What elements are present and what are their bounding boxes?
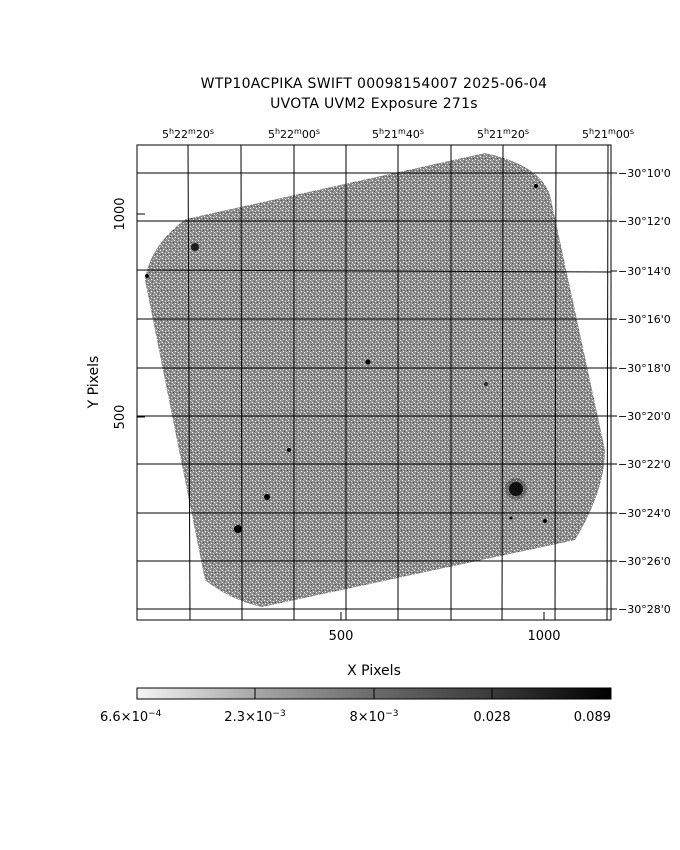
dec-tick-label: −30°14'0 <box>618 265 671 278</box>
y-tick-label: 1000 <box>113 197 128 230</box>
colorbar-label: 8×10−3 <box>350 709 399 725</box>
ra-tick-labels: 5h22m20s 5h22m00s 5h21m40s 5h21m20s 5h21m00s <box>162 127 634 142</box>
exposure-region <box>145 153 605 607</box>
bright-sources <box>145 184 547 533</box>
colorbar-ticks <box>254 688 493 699</box>
dec-tick-label: −30°20'0 <box>618 410 671 423</box>
colorbar-label: 0.028 <box>473 710 510 725</box>
plot-subtitle: UVOTA UVM2 Exposure 271s <box>270 96 478 112</box>
ra-tick-label: 5h21m40s <box>372 127 424 142</box>
ra-tick-label: 5h22m00s <box>268 127 320 142</box>
dec-tick-labels: −30°10'0 −30°12'0 −30°14'0 −30°16'0 −30°18'0… <box>611 167 671 616</box>
x-axis-label: X Pixels <box>347 663 401 679</box>
dec-tick-label: −30°10'0 <box>618 167 671 180</box>
y-axis-label: Y Pixels <box>86 356 102 410</box>
dec-tick-label: −30°16'0 <box>618 313 671 326</box>
ra-tick-label: 5h21m00s <box>582 127 634 142</box>
wcs-grid <box>136 144 612 621</box>
dec-tick-label: −30°28'0 <box>618 603 671 616</box>
ra-tick-label: 5h22m20s <box>162 127 214 142</box>
x-tick-label: 500 <box>329 629 354 644</box>
dec-tick-label: −30°18'0 <box>618 362 671 375</box>
y-tick-label: 500 <box>113 405 128 430</box>
ra-tick-label: 5h21m20s <box>477 127 529 142</box>
colorbar-labels: 6.6×10−4 2.3×10−3 8×10−3 0.028 0.089 <box>100 709 611 725</box>
colorbar-label: 6.6×10−4 <box>100 709 162 725</box>
colorbar-label: 0.089 <box>574 710 611 725</box>
dec-tick-label: −30°26'0 <box>618 555 671 568</box>
plot-title: WTP10ACPIKA SWIFT 00098154007 2025-06-04 <box>200 76 548 92</box>
colorbar-label: 2.3×10−3 <box>224 709 285 725</box>
dec-tick-label: −30°22'0 <box>618 458 671 471</box>
pixel-ticks <box>137 213 545 620</box>
dec-tick-label: −30°12'0 <box>618 215 671 228</box>
x-tick-label: 1000 <box>527 629 560 644</box>
dec-tick-label: −30°24'0 <box>618 507 671 520</box>
